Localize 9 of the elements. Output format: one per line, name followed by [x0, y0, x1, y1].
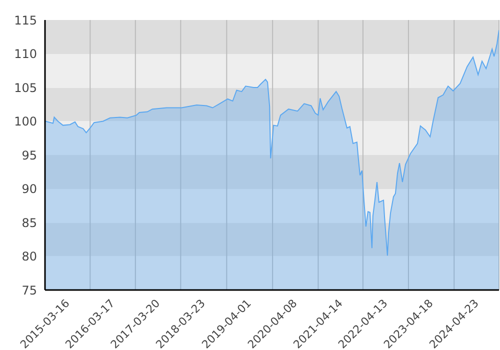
y-tick-label: 85	[22, 216, 37, 230]
y-tick-label: 110	[14, 47, 37, 62]
y-tick-label: 100	[14, 114, 37, 129]
y-tick-label: 75	[22, 283, 37, 298]
y-tick-label: 90	[22, 182, 37, 196]
y-tick-label: 115	[14, 13, 37, 28]
y-tick-label: 95	[22, 148, 37, 162]
y-tick-label: 105	[14, 80, 37, 95]
y-tick-label: 80	[22, 250, 37, 264]
